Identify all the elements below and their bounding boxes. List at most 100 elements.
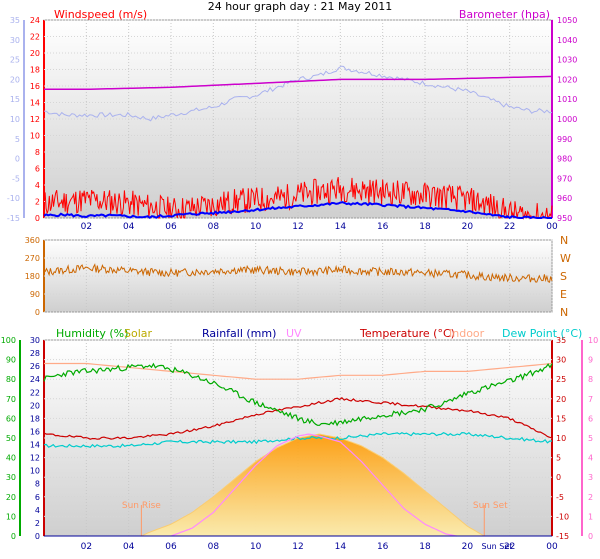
compass-label-S: S <box>560 270 567 283</box>
temp-left-tick: 24 <box>30 375 40 384</box>
baro-tick: 980 <box>557 155 572 164</box>
temp-left-tick: 18 <box>30 414 40 423</box>
humidity-tick: 20 <box>6 493 16 502</box>
dir-tick: 360 <box>25 236 40 245</box>
humidity-tick: 60 <box>6 414 16 423</box>
uv-tick: 1 <box>588 512 593 521</box>
humidity-tick: 70 <box>6 395 16 404</box>
temp-left-tick: 22 <box>30 388 40 397</box>
temp-right-tick: 5 <box>556 454 561 463</box>
uv-tick: 7 <box>588 395 593 404</box>
x-tick-top-18: 18 <box>419 222 431 232</box>
wind-outer-tick: 30 <box>10 36 20 45</box>
temp-left-tick: 4 <box>35 506 40 515</box>
temp-left-tick: 16 <box>30 427 40 436</box>
legend-climate-3: UV <box>286 327 302 340</box>
wind-inner-tick: 22 <box>30 33 40 42</box>
x-tick-bottom-20: 20 <box>462 542 474 552</box>
wind-outer-tick: 20 <box>10 75 20 84</box>
wind-outer-tick: 15 <box>10 95 20 104</box>
temp-left-tick: 0 <box>35 532 40 541</box>
x-tick-top-20: 20 <box>462 222 474 232</box>
temp-right-tick: 10 <box>556 434 566 443</box>
temp-right-tick: 20 <box>556 395 566 404</box>
wind-outer-tick: -15 <box>7 214 20 223</box>
x-tick-top-22: 22 <box>504 222 515 232</box>
series-uv <box>170 433 457 537</box>
x-tick-top-04: 04 <box>123 222 135 232</box>
dir-tick: 270 <box>25 254 40 263</box>
wind-outer-tick: -5 <box>12 174 20 183</box>
sun-rise-label: Sun Rise <box>122 501 161 511</box>
baro-tick: 1000 <box>557 115 577 124</box>
wind-inner-tick: 10 <box>30 132 40 141</box>
baro-tick: 970 <box>557 174 572 183</box>
temp-left-tick: 28 <box>30 349 40 358</box>
humidity-tick: 100 <box>1 336 16 345</box>
x-tick-bottom-16: 16 <box>377 542 389 552</box>
uv-tick: 4 <box>588 454 593 463</box>
series-humidity <box>43 362 553 427</box>
legend-climate-6: Dew Point (°C) <box>502 327 582 340</box>
uv-tick: 2 <box>588 493 593 502</box>
x-tick-bottom-04: 04 <box>123 542 135 552</box>
humidity-tick: 90 <box>6 356 16 365</box>
sun-set-label: Sun Set <box>473 501 508 511</box>
series-windspeed <box>43 176 553 220</box>
wind-inner-tick: 4 <box>35 181 40 190</box>
humidity-tick: 40 <box>6 454 16 463</box>
wind-outer-tick: -10 <box>7 194 20 203</box>
x-tick-top-16: 16 <box>377 222 389 232</box>
baro-tick: 1030 <box>557 56 577 65</box>
dir-tick: 180 <box>25 272 40 281</box>
series-wind-direction <box>43 263 553 283</box>
series-dew-point <box>43 431 553 449</box>
wind-inner-tick: 18 <box>30 66 40 75</box>
legend-climate-5: Indoor <box>449 327 485 340</box>
wind-outer-tick: 35 <box>10 16 20 25</box>
x-tick-top-06: 06 <box>165 222 177 232</box>
dir-tick: 90 <box>30 290 40 299</box>
humidity-tick: 0 <box>11 532 16 541</box>
wind-outer-tick: 10 <box>10 115 20 124</box>
uv-tick: 3 <box>588 473 593 482</box>
temp-right-tick: 35 <box>556 336 566 345</box>
series-windspeed-average <box>43 201 552 220</box>
uv-tick: 6 <box>588 414 593 423</box>
legend-climate-0: Humidity (%) <box>56 327 128 340</box>
compass-label-N: N <box>560 234 568 247</box>
baro-tick: 1020 <box>557 75 577 84</box>
compass-label-N: N <box>560 306 568 319</box>
temp-right-tick: -5 <box>556 493 564 502</box>
x-tick-bottom-08: 08 <box>208 542 220 552</box>
uv-tick: 10 <box>588 336 598 345</box>
x-tick-bottom-12: 12 <box>292 542 303 552</box>
series-barometer <box>44 75 553 91</box>
x-tick-top-08: 08 <box>208 222 220 232</box>
x-tick-bottom-22: 22 <box>504 542 515 552</box>
sun-set-tick-label: Sun Set <box>482 542 513 551</box>
baro-tick: 990 <box>557 135 572 144</box>
temp-left-tick: 12 <box>30 454 40 463</box>
humidity-tick: 10 <box>6 512 16 521</box>
x-tick-bottom-06: 06 <box>165 542 177 552</box>
legend-climate-2: Rainfall (mm) <box>202 327 276 340</box>
temp-left-tick: 20 <box>30 401 40 410</box>
wind-inner-tick: 14 <box>30 99 40 108</box>
temp-right-tick: -10 <box>556 512 569 521</box>
uv-tick: 9 <box>588 356 593 365</box>
wind-inner-tick: 24 <box>30 16 40 25</box>
series-temperature <box>43 397 553 440</box>
wind-outer-tick: 5 <box>15 135 20 144</box>
wind-outer-tick: 0 <box>15 155 20 164</box>
chart-title: 24 hour graph day : 21 May 2011 <box>208 0 393 13</box>
baro-tick: 1010 <box>557 95 577 104</box>
wind-inner-tick: 6 <box>35 165 40 174</box>
compass-label-E: E <box>560 288 567 301</box>
baro-tick: 950 <box>557 214 572 223</box>
temp-left-tick: 2 <box>35 519 40 528</box>
temp-left-tick: 14 <box>30 441 40 450</box>
humidity-tick: 30 <box>6 473 16 482</box>
